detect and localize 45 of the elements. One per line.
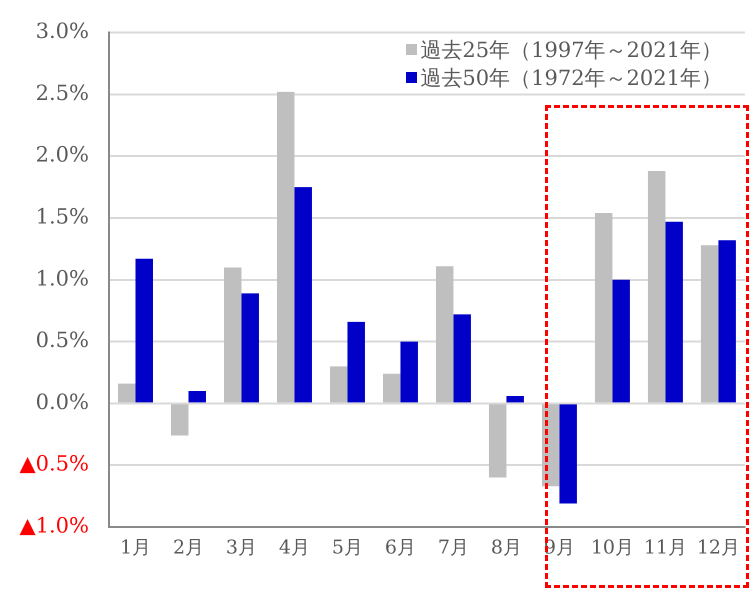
- bar: [488, 404, 506, 478]
- bar: [347, 322, 365, 402]
- y-tick-label: 3.0%: [36, 19, 89, 44]
- y-tick-label: 2.0%: [36, 142, 89, 167]
- x-tick-label: 8月: [490, 536, 522, 558]
- x-tick-label: 7月: [438, 536, 469, 558]
- x-tick-label: 4月: [278, 536, 310, 558]
- y-tick-label: 0.0%: [36, 390, 89, 414]
- x-tick-label: 3月: [226, 536, 258, 558]
- bar: [294, 187, 312, 402]
- bar: [118, 384, 136, 402]
- bar: [171, 404, 188, 436]
- legend-label: 過去25年（1997年～2021年）: [420, 36, 722, 64]
- y-tick-label: 1.0%: [36, 266, 89, 290]
- x-tick-label: 10月: [590, 536, 634, 558]
- y-tick-label: 0.5%: [36, 328, 89, 352]
- x-tick-label: 5月: [332, 536, 364, 558]
- x-tick-label: 2月: [172, 536, 204, 558]
- bar: [665, 222, 683, 402]
- bar: [135, 258, 153, 402]
- x-tick-label: 1月: [120, 536, 152, 558]
- bar: [718, 240, 736, 402]
- bar: [276, 92, 294, 402]
- bar: [330, 366, 348, 402]
- x-tick-label: 12月: [696, 536, 740, 558]
- bar: [241, 293, 259, 402]
- bar: [188, 391, 206, 402]
- bar: [612, 280, 630, 402]
- x-tick-label: 6月: [384, 536, 416, 558]
- y-tick-label: ▲0.5%: [19, 452, 89, 476]
- legend-label: 過去50年（1972年～2021年）: [420, 64, 722, 92]
- bar: [648, 171, 666, 402]
- bar: [400, 342, 418, 402]
- bar: [506, 396, 524, 402]
- bar: [559, 404, 577, 504]
- bar: [700, 245, 718, 402]
- bar: [436, 266, 454, 402]
- bar: [594, 213, 612, 402]
- y-tick-label: 1.5%: [36, 204, 89, 228]
- bar: [382, 374, 400, 402]
- y-tick-label: 2.5%: [36, 80, 89, 105]
- x-tick-label: 11月: [644, 536, 688, 558]
- bar: [453, 314, 471, 402]
- bar: [224, 267, 242, 402]
- y-tick-label: ▲1.0%: [19, 513, 89, 538]
